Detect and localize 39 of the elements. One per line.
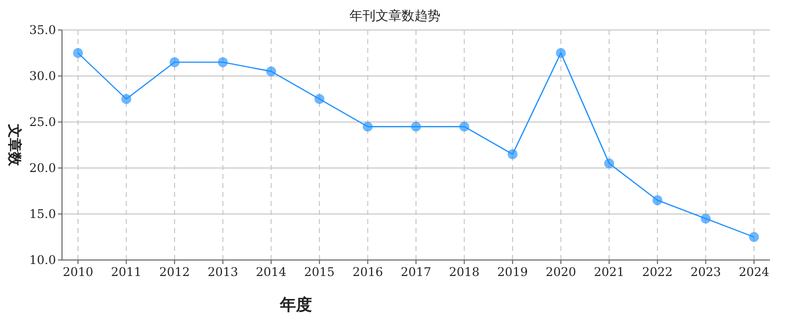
chart-title: 年刊文章数趋势 — [350, 9, 440, 24]
y-tick-label: 30.0 — [29, 69, 56, 83]
x-axis-title: 年度 — [279, 295, 312, 314]
x-tick-label: 2020 — [546, 265, 576, 279]
point — [314, 94, 324, 104]
x-tick-label: 2019 — [497, 265, 528, 279]
x-tick-label: 2012 — [159, 265, 190, 279]
point — [170, 57, 180, 68]
point — [73, 48, 83, 58]
point — [749, 232, 759, 242]
x-tick-label: 2018 — [449, 265, 480, 279]
x-tick-label: 2022 — [642, 265, 673, 279]
point — [266, 66, 276, 76]
x-tick-label: 2013 — [208, 265, 238, 279]
x-tick-label: 2023 — [690, 265, 721, 279]
y-tick-label: 10.0 — [29, 253, 56, 267]
y-tick-label: 25.0 — [29, 115, 56, 129]
point — [508, 149, 518, 160]
x-tick-label: 2021 — [594, 265, 624, 279]
x-tick-label: 2014 — [256, 265, 287, 279]
x-tick-label: 2015 — [304, 265, 335, 279]
point — [411, 122, 421, 132]
point — [652, 195, 662, 206]
x-tick-label: 2017 — [400, 265, 432, 279]
x-tick-label: 2011 — [111, 265, 142, 279]
point — [121, 94, 132, 104]
x-tick-label: 2016 — [352, 265, 383, 279]
point — [218, 57, 228, 68]
y-tick-label: 15.0 — [29, 207, 56, 221]
point — [362, 122, 373, 132]
point — [459, 122, 470, 132]
point — [556, 48, 566, 58]
point — [700, 214, 711, 224]
y-axis-title: 文章数 — [6, 123, 23, 167]
y-tick-label: 20.0 — [29, 161, 56, 175]
point — [604, 158, 614, 168]
x-tick-label: 2024 — [738, 265, 770, 279]
y-tick-label: 35.0 — [29, 23, 56, 37]
x-tick-label: 2010 — [62, 265, 94, 279]
